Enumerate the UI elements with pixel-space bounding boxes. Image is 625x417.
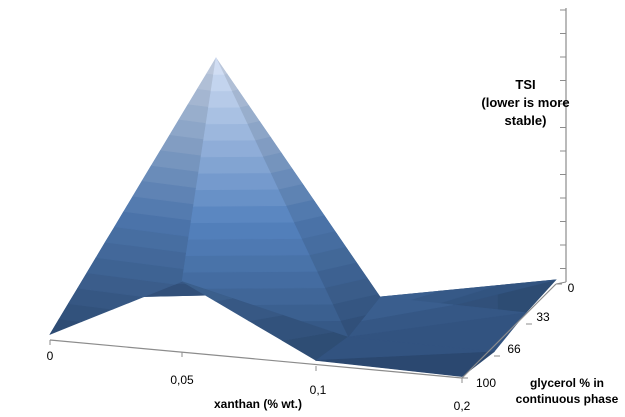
surface-facet <box>197 73 214 91</box>
z-axis-title-line: stable) <box>504 113 547 128</box>
surface-facet <box>185 238 310 257</box>
z-axis-title-line: (lower is more <box>481 95 570 110</box>
y-tick-label: 33 <box>536 310 550 324</box>
z-axis-title-line: TSI <box>515 77 536 92</box>
x-tick-label: 0 <box>47 349 54 363</box>
x-tick-label: 0,2 <box>454 399 471 413</box>
z-axis-title: TSI (lower is more stable) <box>463 76 588 130</box>
surface-facet <box>181 271 326 289</box>
surface-facet <box>315 351 495 377</box>
surface-facet <box>183 254 318 273</box>
y-tick-label: 100 <box>476 376 496 390</box>
glycerol-axis-title: glycerol % in continuous phase <box>512 375 622 407</box>
glycerol-axis-line <box>461 283 557 379</box>
surface-facet <box>200 139 264 158</box>
x-axis-ticks: 0 0,05 0,1 0,2 <box>47 349 471 413</box>
glycerol-axis-title-line: glycerol % in <box>529 376 605 390</box>
surface-facet <box>181 281 233 302</box>
surface-facet <box>190 205 295 224</box>
x-axis-title: xanthan (% wt.) <box>213 397 302 411</box>
x-tick-label: 0,05 <box>170 373 194 387</box>
surface-facet <box>195 172 279 191</box>
glycerol-axis-ticks: 0 33 66 100 <box>476 281 575 390</box>
glycerol-axis-title-line: continuous phase <box>515 392 619 406</box>
z-axis <box>555 8 567 285</box>
surface-facet <box>178 103 209 124</box>
floor-axes <box>49 283 562 383</box>
surface-facet <box>187 88 212 108</box>
y-tick-label: 0 <box>568 281 575 295</box>
y-tick-label: 66 <box>507 342 521 356</box>
surface-facet <box>188 221 302 240</box>
x-axis-line <box>49 339 463 379</box>
x-tick-label: 0,1 <box>310 383 327 397</box>
surface-facet <box>203 123 256 141</box>
surface-plot <box>49 56 557 377</box>
surface-facet <box>213 56 225 75</box>
surface-facet <box>193 188 287 207</box>
surface-facet <box>198 156 271 174</box>
